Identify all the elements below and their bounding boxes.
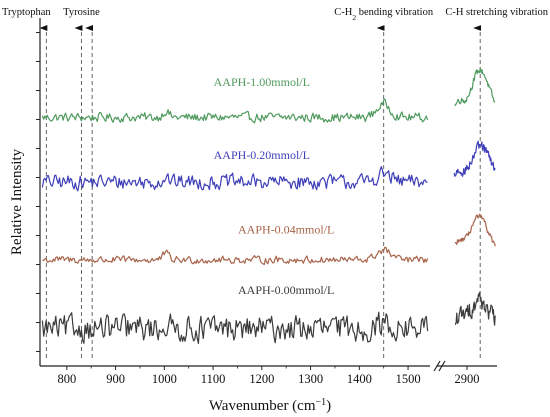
series-label: AAPH-1.00mmol/L: [214, 75, 310, 89]
series-line-right: [454, 291, 496, 326]
series-group: AAPH-1.00mmol/L AAPH-0.20mmol/L AAPH-0.04m…: [41, 67, 496, 344]
series-label: AAPH-0.04mmol/L: [238, 222, 334, 236]
axis-break-mark-2: [438, 360, 446, 372]
x-tick-label: 1400: [347, 372, 372, 386]
axes: 800 900 1000 1100 1200 1300 1400 1500 2900: [36, 18, 497, 386]
series-line-left: [41, 311, 429, 344]
annotation-label: Tyrosine: [63, 7, 100, 18]
series-line-left: [41, 98, 429, 124]
series-line-right: [454, 67, 496, 107]
series-line-right: [454, 213, 496, 247]
x-tick-label: 800: [57, 372, 76, 386]
x-tick-label: 900: [106, 372, 125, 386]
annotation-label: C-H2 bending vibration: [334, 7, 434, 22]
x-tick-label: 1100: [201, 372, 226, 386]
x-tick-label: 1200: [249, 372, 274, 386]
series-line-left: [42, 246, 429, 266]
y-axis-title: Relative Intensity: [9, 148, 25, 255]
series-label: AAPH-0.00mmol/L: [238, 283, 334, 297]
x-tick-label: 2900: [455, 372, 480, 386]
series-line-right: [453, 140, 496, 177]
annotation-label: Tryptophan: [2, 7, 51, 18]
x-tick-label: 1500: [396, 372, 421, 386]
series-line-left: [41, 166, 428, 192]
series-label: AAPH-0.20mmol/L: [214, 148, 310, 162]
x-axis-title: Wavenumber (cm−1): [209, 397, 331, 415]
axis-break-mark-1: [433, 360, 441, 372]
annotations: Tryptophan Tyrosine C-H2 bending vibration…: [2, 7, 549, 358]
annotation-label: C-H stretching vibration: [445, 7, 548, 18]
x-tick-label: 1000: [152, 372, 177, 386]
x-tick-label: 1300: [298, 372, 323, 386]
